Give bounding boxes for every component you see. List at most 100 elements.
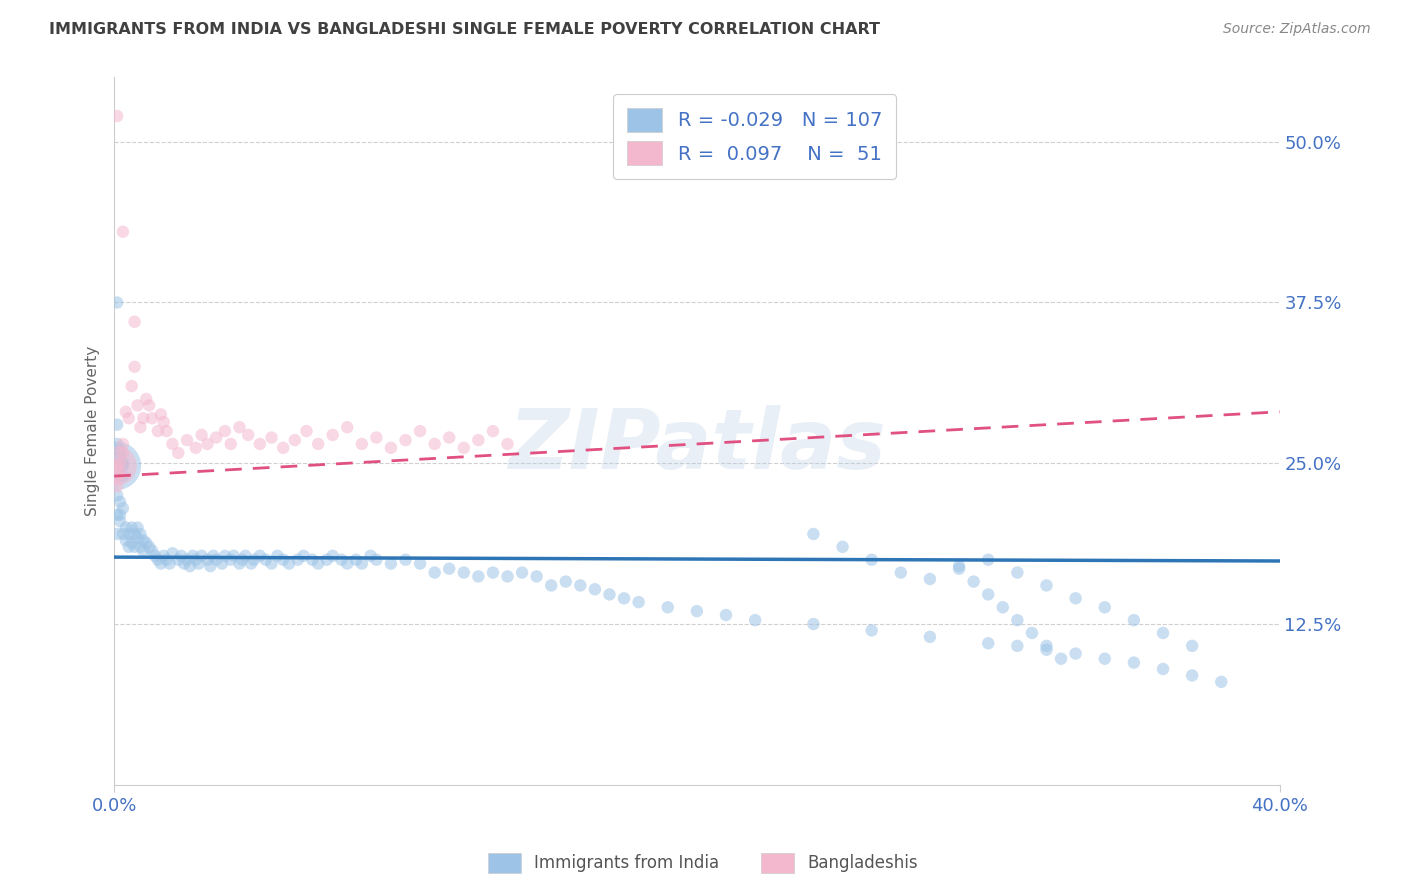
Point xyxy=(138,540,160,554)
Point xyxy=(366,552,388,566)
Point xyxy=(860,552,883,566)
Point xyxy=(307,437,329,451)
Point xyxy=(105,417,128,432)
Point xyxy=(219,552,242,566)
Point xyxy=(222,549,245,563)
Point xyxy=(890,566,912,580)
Text: IMMIGRANTS FROM INDIA VS BANGLADESHI SINGLE FEMALE POVERTY CORRELATION CHART: IMMIGRANTS FROM INDIA VS BANGLADESHI SIN… xyxy=(49,22,880,37)
Point xyxy=(135,392,157,406)
Point xyxy=(108,495,131,509)
Point xyxy=(108,450,131,464)
Point xyxy=(202,549,225,563)
Point xyxy=(260,431,283,445)
Point xyxy=(569,578,592,592)
Point xyxy=(228,420,250,434)
Point xyxy=(344,552,367,566)
Point xyxy=(149,557,172,571)
Point xyxy=(526,569,548,583)
Point xyxy=(948,562,970,576)
Point xyxy=(409,424,432,438)
Point xyxy=(1181,639,1204,653)
Point xyxy=(249,549,271,563)
Point xyxy=(105,508,128,522)
Point xyxy=(540,578,562,592)
Point xyxy=(197,437,219,451)
Point xyxy=(292,549,315,563)
Point xyxy=(184,552,207,566)
Point xyxy=(211,557,233,571)
Point xyxy=(143,549,166,563)
Point xyxy=(132,411,155,425)
Point xyxy=(1064,591,1087,606)
Point xyxy=(105,488,128,502)
Point xyxy=(1122,613,1144,627)
Point xyxy=(121,520,143,534)
Point xyxy=(1064,647,1087,661)
Point xyxy=(1050,651,1073,665)
Point xyxy=(350,437,373,451)
Point xyxy=(1152,662,1174,676)
Point xyxy=(284,433,307,447)
Point xyxy=(322,428,344,442)
Point xyxy=(243,552,266,566)
Point xyxy=(205,552,228,566)
Point xyxy=(135,536,157,550)
Point xyxy=(295,424,318,438)
Point xyxy=(496,437,519,451)
Point xyxy=(1035,639,1057,653)
Point xyxy=(453,441,475,455)
Point xyxy=(271,552,294,566)
Point xyxy=(184,441,207,455)
Point xyxy=(613,591,636,606)
Point xyxy=(200,559,222,574)
Point xyxy=(118,411,141,425)
Point xyxy=(803,527,825,541)
Point xyxy=(322,549,344,563)
Point xyxy=(991,600,1014,615)
Point xyxy=(170,549,193,563)
Point xyxy=(977,552,1000,566)
Point xyxy=(124,527,146,541)
Point xyxy=(278,557,301,571)
Point xyxy=(105,437,128,451)
Point xyxy=(162,546,184,560)
Point xyxy=(496,569,519,583)
Point xyxy=(1035,578,1057,592)
Point xyxy=(141,411,163,425)
Point xyxy=(482,424,505,438)
Point xyxy=(1007,639,1029,653)
Point xyxy=(860,624,883,638)
Point xyxy=(167,552,190,566)
Point xyxy=(152,549,174,563)
Point xyxy=(260,557,283,571)
Point xyxy=(301,552,323,566)
Point xyxy=(132,533,155,548)
Point xyxy=(124,359,146,374)
Legend: Immigrants from India, Bangladeshis: Immigrants from India, Bangladeshis xyxy=(481,847,925,880)
Point xyxy=(467,433,489,447)
Point xyxy=(176,433,198,447)
Point xyxy=(918,572,941,586)
Point xyxy=(380,441,402,455)
Point xyxy=(231,552,253,566)
Point xyxy=(439,562,461,576)
Point xyxy=(132,543,155,558)
Point xyxy=(467,569,489,583)
Point xyxy=(977,636,1000,650)
Point xyxy=(121,536,143,550)
Point xyxy=(111,469,134,483)
Point xyxy=(423,437,446,451)
Point xyxy=(121,379,143,393)
Point xyxy=(127,520,149,534)
Point xyxy=(360,549,382,563)
Point xyxy=(105,109,128,123)
Point xyxy=(962,574,984,589)
Point xyxy=(111,437,134,451)
Point xyxy=(115,405,138,419)
Point xyxy=(156,552,179,566)
Point xyxy=(129,540,152,554)
Text: Source: ZipAtlas.com: Source: ZipAtlas.com xyxy=(1223,22,1371,37)
Point xyxy=(307,557,329,571)
Point xyxy=(181,549,204,563)
Point xyxy=(111,225,134,239)
